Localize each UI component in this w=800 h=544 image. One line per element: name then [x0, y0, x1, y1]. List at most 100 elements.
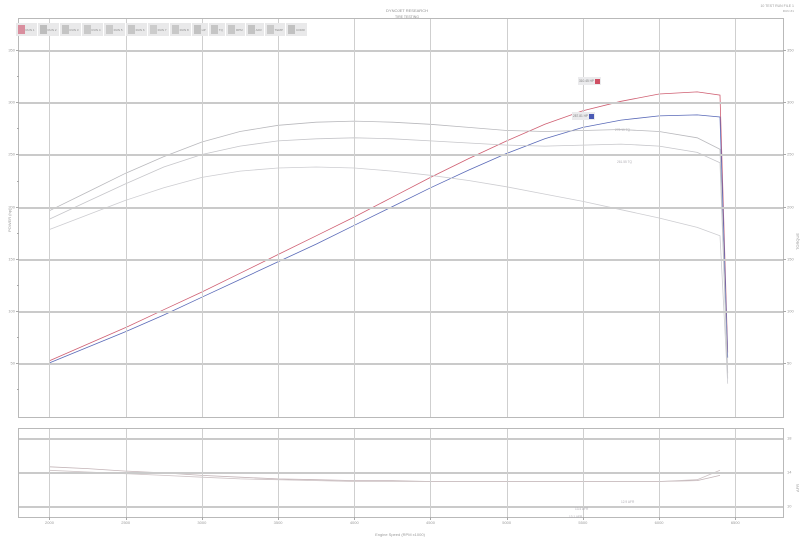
grid-line-vertical: [201, 19, 203, 417]
grid-line-vertical: [735, 19, 737, 417]
legend-item[interactable]: RPM: [226, 23, 247, 36]
legend-item[interactable]: TQ: [209, 23, 227, 36]
afr-grid-line-horizontal: [19, 472, 783, 474]
legend-item[interactable]: HP: [192, 23, 210, 36]
legend-item[interactable]: TEMP: [265, 23, 287, 36]
data-series-line: [49, 120, 729, 374]
x-axis-tick: [735, 517, 737, 520]
legend-swatch-icon: [210, 25, 218, 34]
y-axis-tick: [16, 102, 19, 104]
grid-line-vertical: [354, 19, 356, 417]
y-axis-tick: [16, 154, 19, 156]
peak-value-label: 287.81 HP: [573, 114, 589, 118]
legend-swatch-icon: [266, 25, 274, 34]
grid-line-vertical: [430, 19, 432, 417]
y-axis-tick-right: [783, 310, 786, 312]
legend-item[interactable]: CORR: [286, 23, 309, 36]
main-plot-curves: [49, 91, 729, 384]
peak-marker-icon: [595, 78, 601, 84]
legend-item[interactable]: RUN 3: [60, 23, 83, 36]
legend-swatch-icon: [149, 25, 157, 34]
grid-line-horizontal: [19, 102, 783, 105]
y-axis-minor-tick: [17, 284, 19, 286]
x-axis-tick: [125, 517, 127, 520]
legend[interactable]: RUN 1 RUN 2 RUN 3 RUN 4 RUN 5 RUN 6 RUN 7 RUN 8…: [16, 23, 309, 36]
y-axis-tick-label-right: 300: [787, 99, 794, 105]
corner-stamp-line2: RUN #1: [782, 9, 794, 13]
legend-swatch-icon: [127, 25, 135, 34]
data-series-line: [49, 166, 729, 384]
grid-line-vertical: [278, 19, 280, 417]
legend-item[interactable]: RUN 8: [170, 23, 193, 36]
y-axis-tick-label-right: 150: [787, 256, 794, 262]
y-axis-tick-right: [783, 362, 786, 364]
y-axis-tick: [16, 362, 19, 364]
peak-marker-icon: [589, 113, 595, 119]
afr-plot-frame: 18 14 10 2000 2500 3000 3500 4000 4500 5000 5500 60…: [18, 428, 791, 525]
legend-item-label: CORR: [295, 27, 305, 32]
grid-line-vertical: [49, 19, 51, 417]
y-axis-tick: [16, 310, 19, 312]
legend-item-label: RUN 2: [47, 27, 57, 32]
afr-grid-line-vertical: [278, 429, 280, 517]
x-axis-tick: [354, 517, 356, 520]
legend-item[interactable]: RUN 6: [126, 23, 149, 36]
grid-line-vertical: [506, 19, 508, 417]
x-axis-tick-label: 4500: [426, 520, 435, 525]
x-axis-tick: [659, 517, 661, 520]
y-axis-tick-right: [783, 258, 786, 260]
legend-item[interactable]: RUN 1: [16, 23, 39, 36]
y-axis-tick-label: 250: [8, 151, 15, 157]
data-series-line: [49, 114, 729, 364]
grid-line-vertical: [125, 19, 127, 417]
legend-item-label: TEMP: [274, 27, 283, 32]
legend-swatch-icon: [227, 25, 235, 34]
grid-line-horizontal: [19, 50, 783, 53]
x-axis-tick-label: 3000: [197, 520, 207, 525]
y-axis-title-right: TORQUE (lb-ft): [795, 232, 800, 250]
afr-grid-line-horizontal: [19, 437, 783, 440]
x-axis-tick: [49, 517, 51, 520]
legend-item[interactable]: RUN 5: [104, 23, 127, 36]
x-axis-tick-label: 3500: [273, 520, 283, 525]
x-axis-tick-label: 2000: [45, 520, 54, 525]
corner-stamp-line1: 10 TEST RUN FILE 1: [760, 4, 794, 8]
afr-grid-line-vertical: [506, 429, 508, 517]
afr-grid-line-vertical: [659, 429, 661, 517]
afr-grid-line-vertical: [125, 429, 127, 517]
x-axis-tick: [201, 517, 203, 520]
x-axis-tick: [278, 517, 280, 520]
peak-value-callout: 261.55 TQ: [616, 158, 634, 166]
legend-item[interactable]: AFR: [246, 23, 266, 36]
afr-grid-line-vertical: [430, 429, 432, 517]
legend-swatch-icon: [193, 25, 201, 34]
y-axis-tick: [16, 206, 19, 208]
y-axis-minor-tick: [17, 76, 19, 78]
legend-swatch-icon: [83, 25, 91, 34]
legend-item[interactable]: RUN 4: [82, 23, 105, 36]
y-axis-tick-label-right: 250: [787, 151, 794, 157]
grid-line-horizontal: [19, 362, 783, 365]
peak-value-callout: 310.45 HP: [578, 77, 602, 85]
peak-value-label: 13.4 AFR: [575, 507, 589, 511]
y-axis-tick-label: 50: [10, 360, 15, 366]
peak-value-label: 12.9 AFR: [621, 500, 635, 504]
legend-item-label: RUN 6: [135, 27, 145, 32]
y-axis-minor-tick: [17, 336, 19, 338]
peak-value-label: 13.1 AFR: [569, 515, 583, 519]
legend-item-label: RUN 1: [25, 27, 35, 32]
legend-item[interactable]: RUN 2: [38, 23, 61, 36]
x-axis-tick: [506, 517, 508, 520]
peak-value-callout: 287.81 HP: [572, 112, 596, 120]
legend-item-label: RUN 8: [179, 27, 189, 32]
afr-grid-line-vertical: [354, 429, 356, 517]
legend-item[interactable]: RUN 7: [148, 23, 171, 36]
legend-item-label: RUN 4: [91, 27, 101, 32]
y-axis-tick-label-right: 100: [787, 308, 794, 314]
y-axis-tick-label-right: 350: [787, 47, 794, 53]
legend-item-label: RUN 5: [113, 27, 123, 32]
y-axis-tick-label: 200: [8, 204, 15, 210]
afr-y-axis-title: AFR: [795, 484, 800, 492]
y-axis-tick-label: 350: [8, 47, 15, 53]
afr-grid-line-vertical: [582, 429, 584, 517]
